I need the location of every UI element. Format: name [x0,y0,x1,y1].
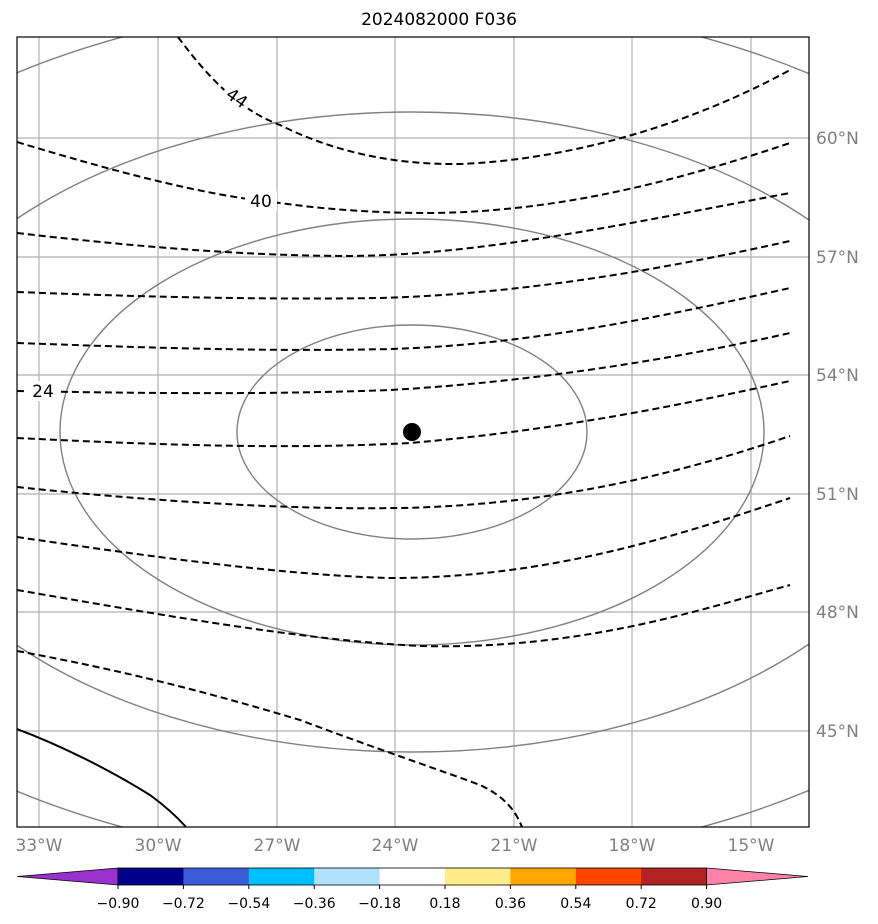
range-ring-4 [17,37,809,827]
contour-42 [17,141,791,215]
map-border [16,36,810,828]
lon-label-18w: 18°W [609,836,656,856]
colorbar-tick-label: −0.90 [97,896,140,912]
lat-label-48n: 48°N [816,603,859,623]
colorbar: −0.90 −0.72 −0.54 −0.36 −0.18 0.18 0.36 0.54 0.7… [16,867,809,912]
range-ring-1 [236,324,588,540]
contour-28 [17,497,791,580]
colorbar-tick-label: −0.36 [293,896,336,912]
solid-contour [17,728,187,827]
lon-label-30w: 30°W [135,836,182,856]
colorbar-extend-low [16,867,119,886]
colorbar-tick-label: 0.54 [560,896,591,912]
lon-label-21w: 21°W [491,836,538,856]
contour-40 [17,192,791,258]
colorbar-segment [379,868,446,885]
latitude-labels: 60°N 57°N 54°N 51°N 48°N 45°N [816,129,859,742]
colorbar-segment [641,868,708,885]
colorbar-segment [445,868,511,885]
longitude-labels: 33°W 30°W 27°W 24°W 21°W 18°W 15°W [16,836,775,856]
contour-34 [17,332,791,395]
lat-label-54n: 54°N [816,366,859,386]
colorbar-border [117,867,707,886]
lat-label-57n: 57°N [816,248,859,268]
colorbar-segment [510,868,577,885]
colorbar-tick-label: −0.72 [162,896,205,912]
colorbar-extend-high [706,867,809,886]
lat-label-60n: 60°N [816,129,859,149]
contour-label-24: 24 [32,382,54,402]
contour-30 [17,435,791,510]
storm-center-marker [403,423,421,441]
colorbar-tick-label: 0.72 [626,896,657,912]
contour-24 [17,650,523,827]
contour-label-40-group: 40 [245,191,277,212]
contour-label-40: 40 [250,192,272,212]
contour-38 [17,240,791,300]
colorbar-segment [248,868,315,885]
colorbar-tick-label: −0.18 [358,896,401,912]
colorbar-tick-label: 0.90 [691,896,722,912]
lon-label-33w: 33°W [16,836,63,856]
contour-32 [17,380,791,448]
colorbar-segment [575,868,642,885]
colorbar-segment [314,868,381,885]
contour-36 [17,287,791,351]
range-ring-3 [17,111,809,753]
colorbar-segment [183,868,250,885]
contour-26 [17,584,791,648]
lon-label-24w: 24°W [372,836,419,856]
colorbar-segment [118,868,184,885]
contour-44 [177,37,791,166]
range-rings [17,37,809,827]
colorbar-tick-label: 0.36 [495,896,526,912]
map-title: 2024082000 F036 [361,10,517,30]
lon-label-15w: 15°W [728,836,775,856]
lat-label-51n: 51°N [816,485,859,505]
lat-label-45n: 45°N [816,722,859,742]
colorbar-tick-label: −0.54 [227,896,270,912]
contour-label-24-group: 24 [27,381,59,402]
colorbar-tick-label: 0.18 [429,896,460,912]
map-plot-area: 44 40 24 [17,37,809,827]
lon-label-27w: 27°W [254,836,301,856]
